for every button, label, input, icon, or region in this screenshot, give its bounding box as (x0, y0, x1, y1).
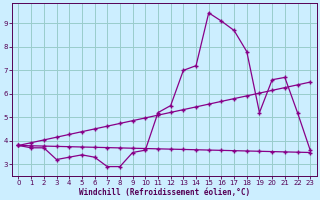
X-axis label: Windchill (Refroidissement éolien,°C): Windchill (Refroidissement éolien,°C) (79, 188, 250, 197)
